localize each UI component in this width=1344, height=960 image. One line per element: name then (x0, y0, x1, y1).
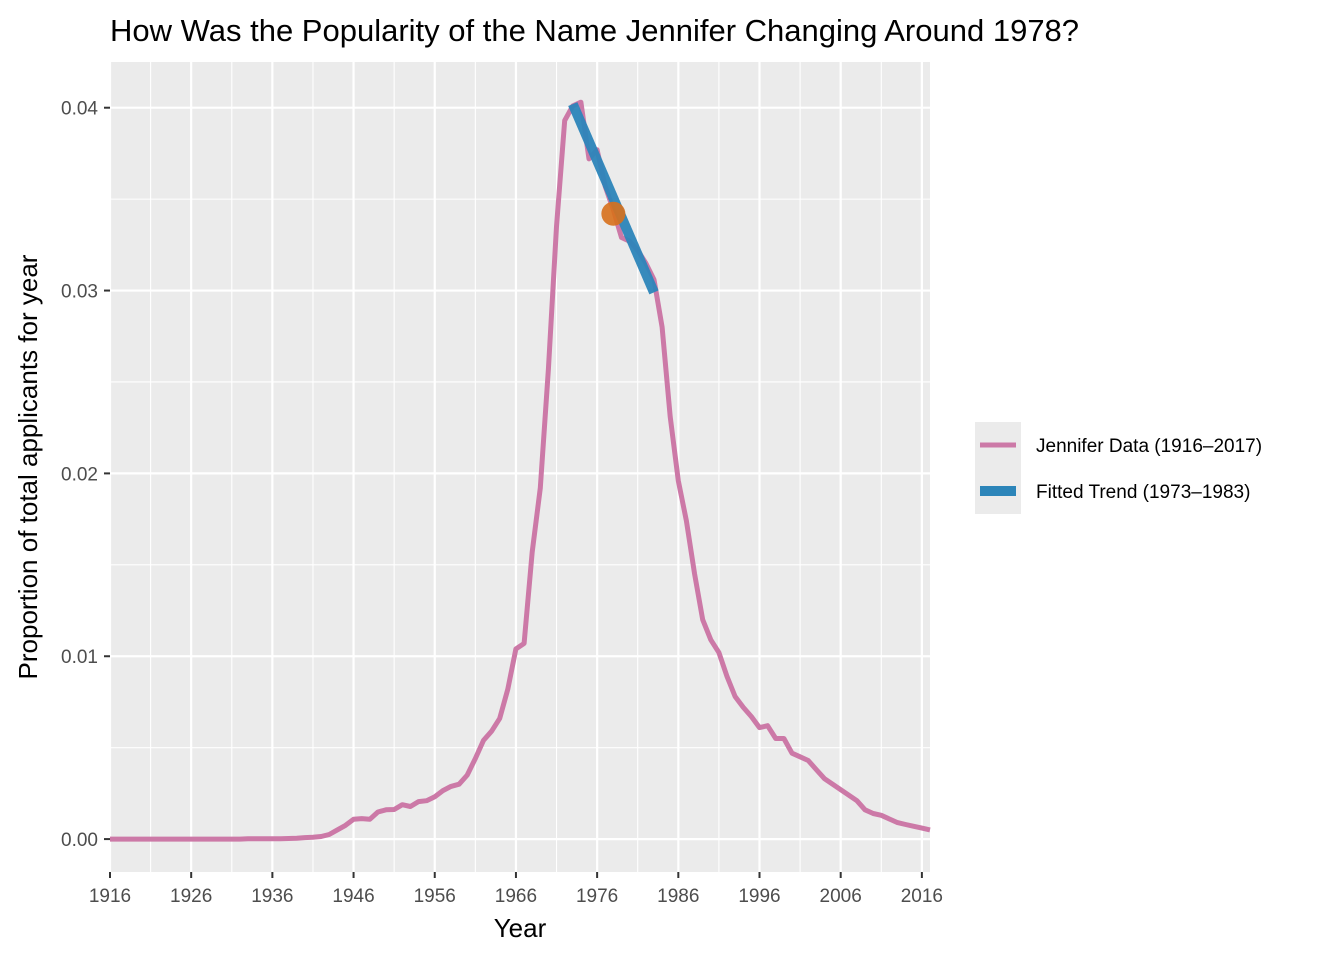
x-tick-label: 1956 (414, 886, 456, 907)
y-axis: 0.00 0.01 0.02 0.03 0.04 (61, 99, 110, 851)
x-tick-label: 1936 (251, 886, 293, 907)
x-tick-label: 2006 (820, 886, 862, 907)
grid-major (108, 62, 930, 872)
y-axis-title: Proportion of total applicants for year (13, 254, 43, 679)
legend: Jennifer Data (1916–2017) Fitted Trend (… (975, 422, 1262, 514)
x-tick-label: 1946 (332, 886, 374, 907)
x-tick-label: 1916 (89, 886, 131, 907)
x-tick-label: 1986 (657, 886, 699, 907)
series-line-fitted-trend (568, 102, 659, 295)
legend-key-background (975, 422, 1021, 514)
x-axis: 1916 1926 1936 1946 1956 1966 1976 1986 1996 2006… (89, 872, 943, 907)
y-tick-label: 0.00 (61, 830, 98, 851)
y-tick-label: 0.03 (61, 282, 98, 303)
x-tick-label: 1976 (576, 886, 618, 907)
legend-label-fitted-trend: Fitted Trend (1973–1983) (1036, 482, 1250, 503)
y-tick-label: 0.01 (61, 647, 98, 668)
y-tick-label: 0.04 (61, 99, 98, 120)
y-tick-label: 0.02 (61, 464, 98, 485)
series-layer (110, 99, 931, 842)
x-tick-label: 1926 (170, 886, 212, 907)
legend-label-jennifer: Jennifer Data (1916–2017) (1036, 436, 1262, 457)
x-tick-label: 2016 (901, 886, 943, 907)
plot-panel (110, 62, 930, 872)
chart-title: How Was the Popularity of the Name Jenni… (110, 13, 1079, 48)
series-line-jennifer (110, 99, 931, 842)
highlight-point-1978 (601, 201, 626, 226)
x-axis-title: Year (494, 913, 547, 943)
x-tick-label: 1996 (738, 886, 780, 907)
x-tick-label: 1966 (495, 886, 537, 907)
